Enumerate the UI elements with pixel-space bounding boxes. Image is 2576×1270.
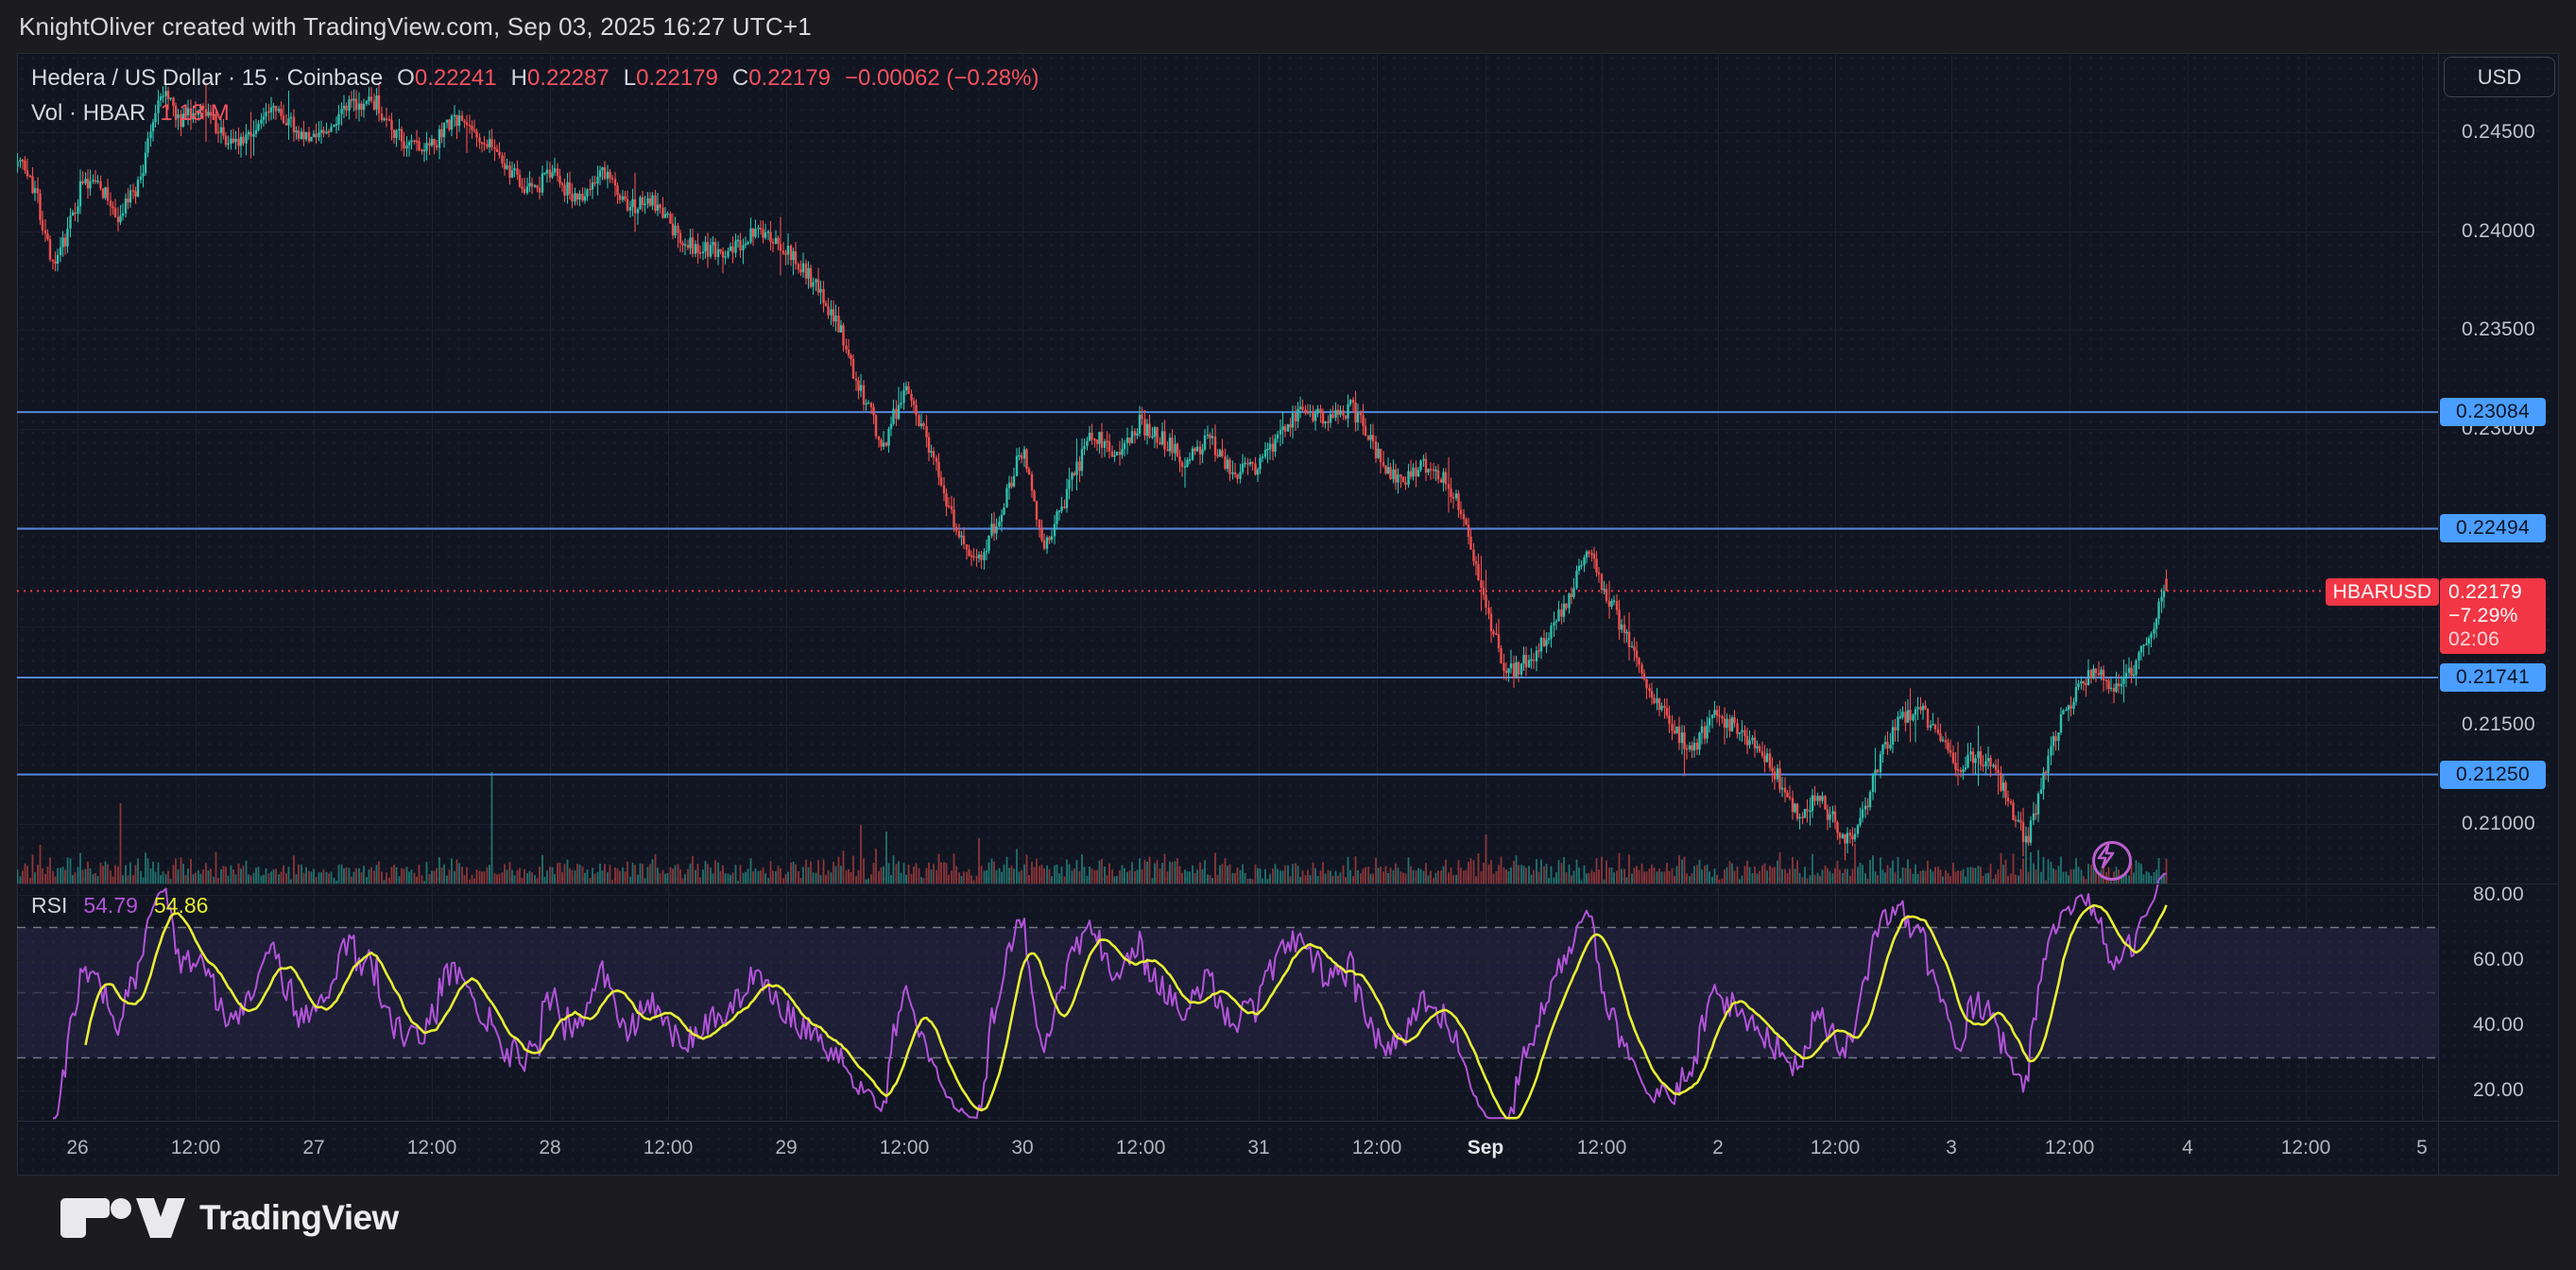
time-tick-label: 12:00 xyxy=(2280,1137,2331,1158)
boost-button[interactable] xyxy=(2092,841,2132,881)
time-tick-label: 12:00 xyxy=(2044,1137,2095,1158)
price-tick-label: 0.21500 xyxy=(2461,713,2535,736)
low-value: L0.22179 xyxy=(623,65,718,91)
time-tick-label: 28 xyxy=(539,1137,561,1158)
tradingview-mark-icon xyxy=(60,1198,185,1238)
price-tick-label: 0.21000 xyxy=(2461,812,2535,834)
volume-row: Vol · HBAR 1.13 M xyxy=(31,99,1039,128)
price-tick-label: 0.24000 xyxy=(2461,219,2535,242)
time-tick-label: Sep xyxy=(1467,1137,1504,1158)
close-value: C0.22179 xyxy=(731,65,831,91)
logo-text: TradingView xyxy=(199,1198,399,1237)
currency-button[interactable]: USD xyxy=(2444,57,2555,97)
high-value: H0.22287 xyxy=(510,65,610,91)
time-tick-label: 29 xyxy=(775,1137,798,1158)
level-price-badge[interactable]: 0.22494 xyxy=(2440,514,2546,543)
symbol-price-label-text: HBARUSD xyxy=(2332,580,2432,603)
time-axis[interactable] xyxy=(17,1121,2559,1176)
time-tick-label: 3 xyxy=(1946,1137,1957,1158)
footer-bar: TradingView xyxy=(0,1176,2576,1270)
rsi-tick-label: 40.00 xyxy=(2472,1013,2525,1036)
attribution-text: KnightOliver created with TradingView.co… xyxy=(19,11,812,41)
level-price-badge[interactable]: 0.21741 xyxy=(2440,662,2546,692)
price-tick-label: 0.23500 xyxy=(2461,318,2535,341)
rsi-legend: RSI 54.79 54.86 xyxy=(31,893,208,918)
level-price-badge[interactable]: 0.23084 xyxy=(2440,398,2546,427)
last-price-badge: 0.22179 −7.29% 02:06 xyxy=(2440,578,2546,654)
chart-panel[interactable]: 0.24500 0.24000 0.23500 0.23000 0.21500 0.210… xyxy=(17,53,2559,1176)
tradingview-logo[interactable]: TradingView xyxy=(60,1198,399,1238)
rsi-ma-value: 54.86 xyxy=(153,893,209,918)
rsi-tick-label: 80.00 xyxy=(2472,884,2525,906)
time-tick-label: 12:00 xyxy=(406,1137,457,1158)
time-tick-label: 12:00 xyxy=(879,1137,930,1158)
chart-canvas[interactable] xyxy=(17,53,2559,1176)
time-tick-label: 12:00 xyxy=(643,1137,694,1158)
volume-label[interactable]: Vol · HBAR xyxy=(31,100,146,126)
symbol-title[interactable]: Hedera / US Dollar · 15 · Coinbase xyxy=(31,65,384,91)
change-value: −0.00062 (−0.28%) xyxy=(844,65,1039,91)
time-tick-label: 31 xyxy=(1247,1137,1270,1158)
time-tick-label: 12:00 xyxy=(170,1137,221,1158)
ohlc-row: Hedera / US Dollar · 15 · Coinbase O0.22… xyxy=(31,64,1039,93)
rsi-label[interactable]: RSI xyxy=(31,893,68,918)
rsi-tick-label: 20.00 xyxy=(2472,1078,2525,1101)
lightning-icon xyxy=(2097,844,2115,868)
last-price: 0.22179 xyxy=(2448,581,2523,603)
time-tick-label: 26 xyxy=(66,1137,89,1158)
symbol-price-label: HBARUSD xyxy=(2326,578,2439,606)
attribution-bar: KnightOliver created with TradingView.co… xyxy=(0,0,2576,53)
time-tick-label: 30 xyxy=(1011,1137,1034,1158)
price-tick-label: 0.24500 xyxy=(2461,121,2535,143)
time-tick-label: 12:00 xyxy=(1810,1137,1861,1158)
time-tick-label: 27 xyxy=(302,1137,325,1158)
time-tick-label: 5 xyxy=(2416,1137,2428,1158)
symbol-legend: Hedera / US Dollar · 15 · Coinbase O0.22… xyxy=(31,64,1039,128)
rsi-tick-label: 60.00 xyxy=(2472,949,2525,971)
open-value: O0.22241 xyxy=(397,65,497,91)
time-tick-label: 4 xyxy=(2182,1137,2193,1158)
last-change-pct: −7.29% xyxy=(2448,605,2518,626)
time-tick-label: 12:00 xyxy=(1576,1137,1627,1158)
bar-countdown: 02:06 xyxy=(2448,628,2500,650)
volume-value: 1.13 M xyxy=(160,100,230,126)
time-tick-label: 2 xyxy=(1712,1137,1724,1158)
level-price-badge[interactable]: 0.21250 xyxy=(2440,760,2546,789)
time-tick-label: 12:00 xyxy=(1115,1137,1166,1158)
rsi-value: 54.79 xyxy=(83,893,138,918)
time-tick-label: 12:00 xyxy=(1351,1137,1402,1158)
